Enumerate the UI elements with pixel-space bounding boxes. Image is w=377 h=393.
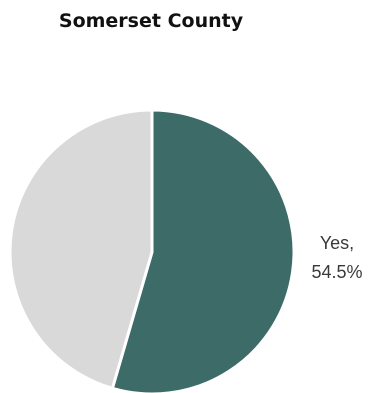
pie-slice-no <box>8 108 154 390</box>
slice-label-yes-value: 54.5% <box>311 262 362 282</box>
pie-slices <box>8 108 296 393</box>
slice-label-yes-name: Yes, <box>320 233 354 253</box>
pie-slice-yes <box>110 108 296 393</box>
chart-title: Somerset County <box>58 10 244 32</box>
